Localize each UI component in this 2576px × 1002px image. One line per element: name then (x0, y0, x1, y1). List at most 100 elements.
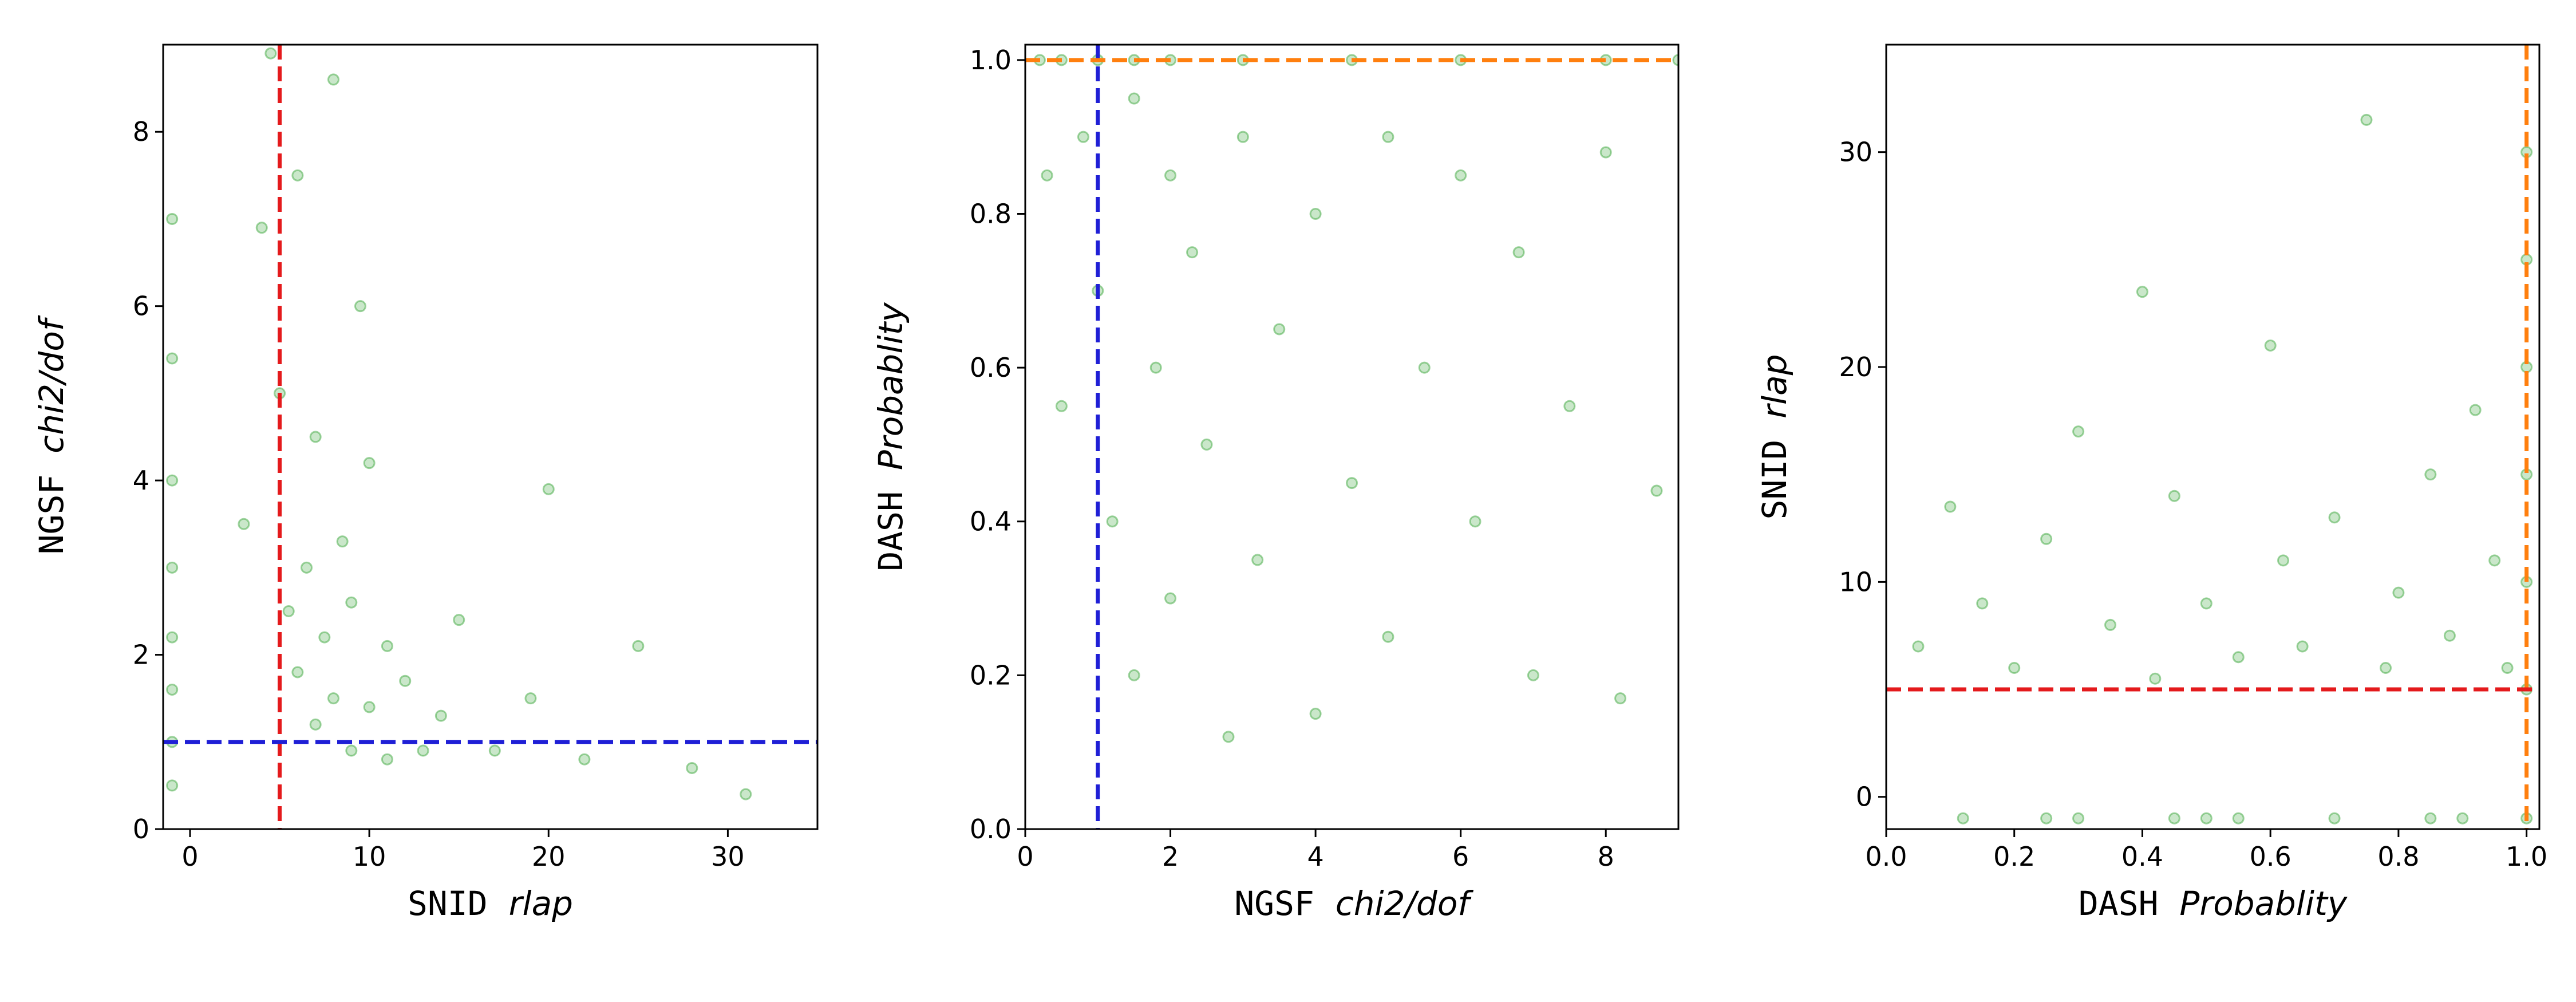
y-tick-label: 0 (133, 814, 149, 845)
point (1599, 146, 1612, 159)
point (1273, 323, 1286, 336)
axes-frame (162, 44, 819, 830)
point (2296, 640, 2309, 653)
point (318, 631, 331, 644)
point (1418, 361, 1431, 374)
x-tick-label: 10 (353, 841, 386, 872)
label-prefix: DASH (871, 491, 910, 571)
point (166, 474, 179, 487)
point (1382, 131, 1394, 143)
label-space (32, 453, 71, 475)
y-label: NGSF chi2/dof (32, 315, 71, 554)
point (2456, 812, 2469, 825)
point (488, 744, 501, 757)
axes-frame (1024, 44, 1680, 830)
x-tick-label: 0.0 (1865, 841, 1907, 872)
x-label: DASH Probablity (2079, 884, 2348, 923)
point (336, 535, 349, 548)
point (2264, 339, 2277, 352)
point (2443, 629, 2456, 642)
point (740, 788, 752, 800)
x-label: NGSF chi2/dof (1234, 884, 1473, 923)
point (282, 605, 295, 617)
x-tick-label: 2 (1162, 841, 1179, 872)
point (2149, 672, 2162, 685)
point (1944, 500, 1957, 513)
point (2328, 812, 2341, 825)
x-tick-label: 0.2 (1993, 841, 2035, 872)
point (1055, 400, 1068, 412)
point (354, 300, 366, 313)
label-prefix: NGSF (1234, 884, 1314, 923)
point (1563, 400, 1576, 412)
label-name: chi2/dof (32, 315, 71, 453)
point (301, 561, 313, 574)
point (166, 631, 179, 644)
point (2424, 812, 2437, 825)
point (1251, 554, 1264, 566)
y-label: SNID rlap (1755, 354, 1794, 520)
point (363, 701, 376, 713)
x-tick-label: 0.6 (2250, 841, 2291, 872)
label-space (488, 884, 509, 923)
point (2040, 532, 2053, 545)
point (1128, 669, 1140, 681)
point (309, 718, 322, 731)
x-tick-label: 20 (532, 841, 566, 872)
y-tick-label: 6 (133, 291, 149, 322)
panel: 0.0 0.2 0.4 0.6 0.8 1.0 0 10 20 30 DASH Probablity… (1755, 44, 2547, 923)
point (2200, 812, 2212, 825)
label-name: rlap (1755, 354, 1794, 419)
point (1164, 169, 1177, 182)
point (1309, 207, 1322, 220)
point (1527, 669, 1539, 681)
x-tick-label: 1.0 (2506, 841, 2547, 872)
point (2469, 404, 2482, 416)
point (166, 779, 179, 792)
point (399, 674, 412, 687)
x-label: SNID rlap (408, 884, 573, 923)
point (327, 692, 339, 705)
point (291, 666, 304, 678)
point (1512, 246, 1525, 259)
y-tick-label: 0.8 (970, 198, 1012, 229)
point (2104, 618, 2117, 631)
label-name: rlap (509, 884, 573, 923)
point (363, 457, 376, 470)
point (1309, 708, 1322, 720)
point (686, 762, 698, 774)
y-tick-label: 0.0 (970, 814, 1012, 845)
y-tick-label: 8 (133, 116, 149, 147)
point (2392, 586, 2405, 599)
point (381, 753, 393, 766)
point (524, 692, 537, 705)
point (255, 222, 268, 234)
point (2136, 286, 2148, 298)
point (1469, 515, 1481, 528)
x-tick-label: 0 (181, 841, 198, 872)
point (291, 169, 304, 182)
point (327, 73, 339, 86)
point (166, 352, 179, 365)
label-space (1755, 419, 1794, 440)
panel: 0 10 20 30 0 2 4 6 8 SNID rlap NGSF chi2/dof (32, 44, 819, 923)
point (2424, 468, 2437, 481)
label-prefix: DASH (2079, 884, 2159, 923)
label-space (871, 470, 910, 491)
point (309, 431, 322, 443)
label-prefix: NGSF (32, 475, 71, 555)
label-space (2159, 884, 2180, 923)
point (2232, 812, 2245, 825)
x-tick-label: 6 (1452, 841, 1469, 872)
point (345, 596, 358, 609)
point (2232, 651, 2245, 664)
y-label: DASH Probablity (871, 302, 910, 571)
y-tick-label: 20 (1839, 352, 1872, 382)
point (1957, 812, 1969, 825)
y-tick-label: 0.2 (970, 660, 1012, 691)
y-tick-label: 0.6 (970, 352, 1012, 383)
point (2040, 812, 2053, 825)
point (2488, 554, 2501, 567)
plot-area (1886, 45, 2539, 829)
